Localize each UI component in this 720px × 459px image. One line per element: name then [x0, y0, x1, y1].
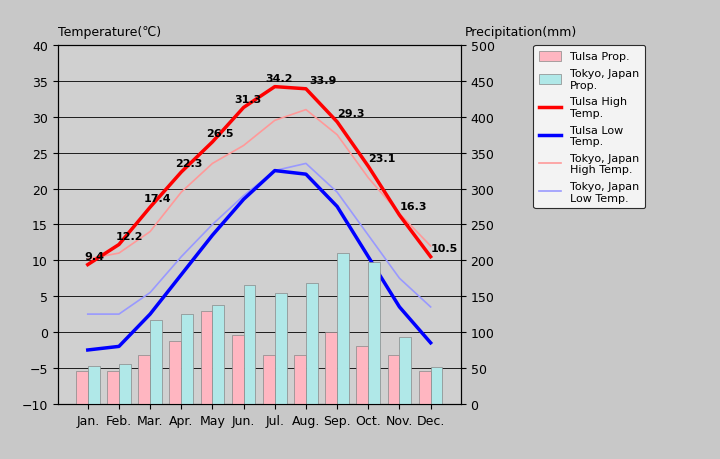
Text: Precipitation(mm): Precipitation(mm)	[464, 26, 577, 39]
Bar	[431, 367, 443, 404]
Bar	[387, 355, 400, 404]
Bar	[138, 355, 150, 404]
Text: 10.5: 10.5	[431, 243, 458, 253]
Bar	[306, 284, 318, 404]
Text: 9.4: 9.4	[85, 251, 104, 261]
Bar	[107, 371, 119, 404]
Text: 22.3: 22.3	[175, 159, 202, 169]
Bar	[419, 371, 431, 404]
Text: 17.4: 17.4	[144, 194, 171, 204]
Bar	[76, 371, 88, 404]
Bar	[294, 355, 306, 404]
Bar	[263, 355, 275, 404]
Text: 29.3: 29.3	[337, 109, 364, 119]
Bar	[275, 294, 287, 404]
Text: 23.1: 23.1	[369, 153, 396, 163]
Bar	[356, 347, 369, 404]
Bar	[169, 341, 181, 404]
Bar	[243, 286, 256, 404]
Text: 16.3: 16.3	[400, 202, 427, 212]
Bar	[337, 253, 349, 404]
Text: 31.3: 31.3	[234, 95, 261, 105]
Bar	[150, 320, 162, 404]
Text: Temperature(℃): Temperature(℃)	[58, 26, 161, 39]
Legend: Tulsa Prop., Tokyo, Japan
Prop., Tulsa High
Temp., Tulsa Low
Temp., Tokyo, Japan: Tulsa Prop., Tokyo, Japan Prop., Tulsa H…	[534, 46, 645, 209]
Bar	[325, 332, 337, 404]
Text: 33.9: 33.9	[309, 76, 336, 86]
Text: 12.2: 12.2	[116, 231, 143, 241]
Text: 26.5: 26.5	[206, 129, 234, 139]
Bar	[88, 367, 99, 404]
Bar	[232, 335, 243, 404]
Bar	[212, 305, 225, 404]
Text: 34.2: 34.2	[266, 74, 293, 84]
Bar	[201, 311, 212, 404]
Bar	[119, 364, 131, 404]
Bar	[369, 263, 380, 404]
Bar	[181, 314, 193, 404]
Bar	[400, 337, 411, 404]
